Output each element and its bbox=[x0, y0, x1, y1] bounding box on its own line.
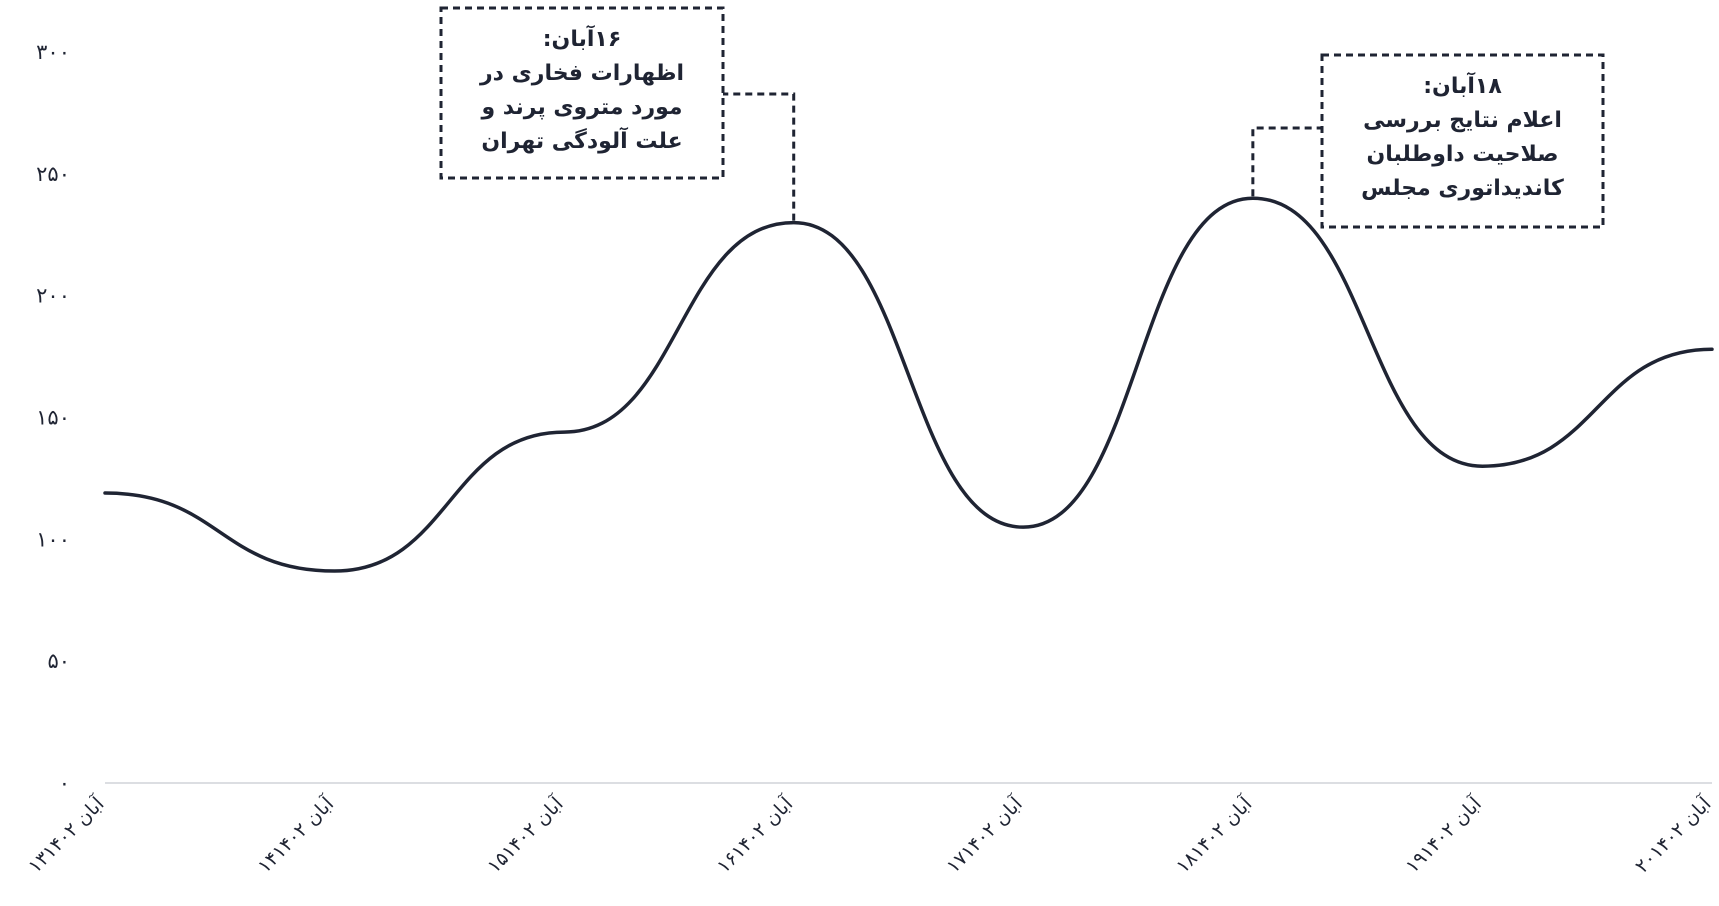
annotation-text: ۱۶آبان: bbox=[543, 24, 622, 52]
x-tick-label: ۱۳آبان ۱۴۰۲ bbox=[23, 791, 109, 877]
x-tick-label: ۱۹آبان ۱۴۰۲ bbox=[1400, 791, 1486, 877]
annotation-text: صلاحیت داوطلبان bbox=[1367, 142, 1559, 167]
data-points bbox=[102, 195, 1715, 574]
data-point bbox=[1709, 346, 1715, 352]
x-axis: ۱۳آبان ۱۴۰۲ ۱۴آبان ۱۴۰۲ ۱۵آبان ۱۴۰۲ ۱۶آبان … bbox=[23, 791, 1716, 877]
y-tick-label: ۱۵۰ bbox=[36, 406, 70, 430]
y-axis: ۰ ۵۰ ۱۰۰ ۱۵۰ ۲۰۰ ۲۵۰ ۳۰۰ bbox=[36, 40, 70, 795]
y-tick-label: ۰ bbox=[59, 771, 70, 795]
annotation-callout: ۱۶آبان: اظهارات فخاری در مورد متروی پرند و… bbox=[439, 6, 796, 221]
data-point bbox=[102, 490, 108, 496]
x-tick-label: ۱۵آبان ۱۴۰۲ bbox=[482, 791, 568, 877]
annotation-text: ۱۸آبان: bbox=[1423, 71, 1502, 99]
data-point bbox=[1020, 524, 1026, 530]
annotation-text: کاندیداتوری مجلس bbox=[1361, 176, 1564, 201]
x-tick-label: ۱۶آبان ۱۴۰۲ bbox=[711, 791, 797, 877]
series-line bbox=[103, 196, 1714, 573]
annotation-callout: ۱۸آبان: اعلام نتایج بررسی صلاحیت داوطلبان ک… bbox=[1251, 53, 1605, 229]
annotation-text: اظهارات فخاری در bbox=[479, 61, 684, 86]
annotation-connector bbox=[1251, 126, 1322, 197]
annotations: ۱۶آبان: اظهارات فخاری در مورد متروی پرند و… bbox=[439, 6, 1605, 229]
data-point bbox=[332, 568, 338, 574]
y-tick-label: ۲۵۰ bbox=[36, 162, 70, 186]
y-tick-label: ۳۰۰ bbox=[36, 40, 70, 64]
annotation-text: اعلام نتایج بررسی bbox=[1363, 108, 1562, 133]
annotation-box bbox=[439, 6, 725, 180]
annotation-text: علت آلودگی تهران bbox=[481, 126, 682, 154]
y-tick-label: ۲۰۰ bbox=[36, 284, 70, 308]
annotation-connector bbox=[723, 92, 796, 221]
annotation-text: مورد متروی پرند و bbox=[480, 95, 682, 120]
x-tick-label: ۲۰آبان ۱۴۰۲ bbox=[1630, 791, 1716, 877]
x-tick-label: ۱۷آبان ۱۴۰۲ bbox=[941, 791, 1027, 877]
data-point bbox=[561, 429, 567, 435]
data-point bbox=[1479, 463, 1485, 469]
annotation-box bbox=[1320, 53, 1605, 229]
y-tick-label: ۵۰ bbox=[47, 649, 70, 673]
x-tick-label: ۱۴آبان ۱۴۰۲ bbox=[252, 791, 338, 877]
x-tick-label: ۱۸آبان ۱۴۰۲ bbox=[1170, 791, 1256, 877]
y-tick-label: ۱۰۰ bbox=[36, 527, 70, 551]
